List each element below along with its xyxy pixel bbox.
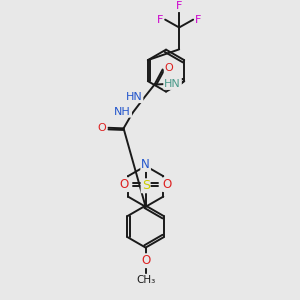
Text: N: N [141,158,150,171]
Text: S: S [142,179,150,192]
Text: O: O [163,178,172,191]
Text: F: F [176,1,182,11]
Text: HN: HN [126,92,142,102]
Text: F: F [195,15,202,25]
Text: HN: HN [164,79,181,89]
Text: O: O [141,254,150,267]
Text: O: O [98,123,106,133]
Text: O: O [165,63,173,73]
Text: O: O [119,178,128,191]
Text: F: F [157,15,163,25]
Text: NH: NH [114,107,131,117]
Text: CH₃: CH₃ [136,275,155,285]
